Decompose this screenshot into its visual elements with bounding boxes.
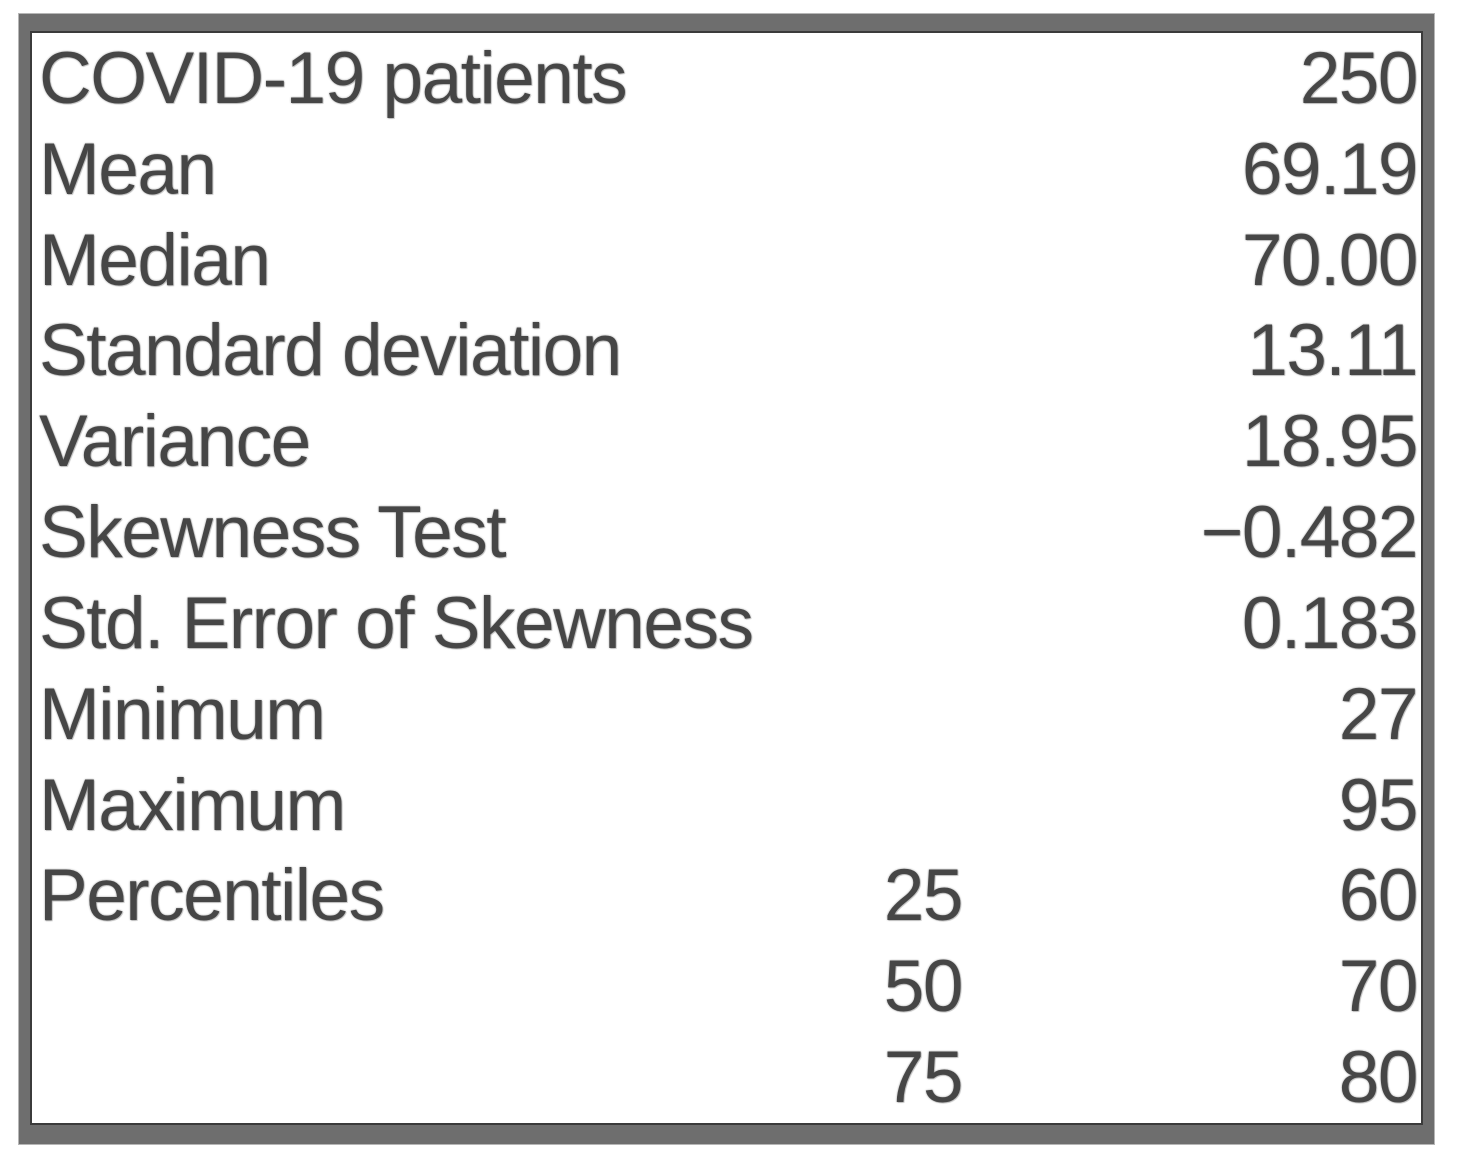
table-body: COVID-19 patients 250 Mean 69.19 Median …	[30, 31, 1423, 1125]
percentile-level: 25	[883, 855, 964, 937]
stat-value: 70	[1338, 946, 1419, 1028]
stat-value: 70.00	[1241, 219, 1419, 301]
stat-label: Median	[39, 219, 271, 301]
table-row: Std. Error of Skewness 0.183	[39, 578, 1419, 669]
stat-label: COVID-19 patients	[39, 37, 628, 119]
stat-value: −0.482	[1200, 492, 1419, 574]
table-row: Skewness Test −0.482	[39, 487, 1419, 578]
table-row: Mean 69.19	[39, 124, 1419, 215]
descriptive-statistics-table: COVID-19 patients 250 Mean 69.19 Median …	[19, 14, 1434, 1144]
stat-label: Std. Error of Skewness	[39, 582, 754, 664]
stat-value: 80	[1338, 1037, 1419, 1119]
stat-value: 95	[1338, 764, 1419, 846]
stat-label: Skewness Test	[39, 492, 507, 574]
percentile-level: 75	[883, 1037, 964, 1119]
table-row: Minimum 27	[39, 669, 1419, 760]
stat-value: 250	[1299, 37, 1419, 119]
table-row: COVID-19 patients 250	[39, 33, 1419, 124]
stat-value: 13.11	[1247, 310, 1418, 392]
table-row: Variance 18.95	[39, 396, 1419, 487]
stat-value: 69.19	[1241, 128, 1419, 210]
table-row: Median 70.00	[39, 215, 1419, 306]
stat-value: 0.183	[1241, 582, 1419, 664]
table-row: 50 70	[39, 941, 1419, 1032]
table-row: Standard deviation 13.11	[39, 305, 1419, 396]
stat-label: Maximum	[39, 764, 346, 846]
stat-value: 18.95	[1241, 401, 1419, 483]
table-row: Percentiles 25 60	[39, 850, 1419, 941]
stat-label: Minimum	[39, 673, 326, 755]
stat-value: 60	[1338, 855, 1419, 937]
stat-value: 27	[1338, 673, 1419, 755]
stat-label: Variance	[39, 401, 311, 483]
stat-label: Mean	[39, 128, 217, 210]
percentile-level: 50	[883, 946, 964, 1028]
stat-label: Percentiles	[39, 855, 385, 937]
table-row: Maximum 95	[39, 760, 1419, 851]
stat-label: Standard deviation	[39, 310, 622, 392]
table-row: 75 80	[39, 1032, 1419, 1123]
